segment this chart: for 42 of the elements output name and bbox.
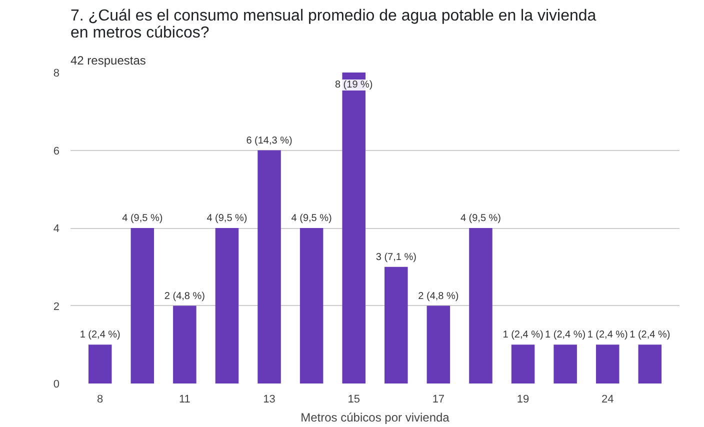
- bar: [384, 266, 408, 384]
- bar: [215, 228, 239, 384]
- y-tick-label: 0: [53, 378, 60, 390]
- bar: [638, 344, 662, 384]
- y-tick-label: 4: [53, 223, 60, 235]
- bar: [426, 306, 450, 384]
- bar: [88, 344, 112, 384]
- data-label: 1 (2,4 %): [80, 330, 120, 341]
- bar: [596, 344, 620, 384]
- x-tick-label: 24: [601, 394, 614, 406]
- data-label: 2 (4,8 %): [418, 290, 459, 302]
- x-tick-label: 15: [348, 394, 360, 406]
- x-tick-label: 19: [516, 394, 530, 406]
- data-label: 8 (19 %): [334, 80, 373, 90]
- data-label: 4 (9,5 %): [122, 213, 163, 224]
- x-axis-title: Metros cúbicos por vivienda: [300, 410, 450, 424]
- data-label: 2 (4,8 %): [164, 290, 205, 302]
- y-tick-label: 8: [53, 68, 60, 80]
- data-label: 1 (2,4 %): [502, 330, 544, 341]
- x-tick-label: 11: [178, 394, 190, 406]
- data-label: 3 (7,1 %): [376, 252, 416, 263]
- y-tick-label: 2: [53, 300, 60, 313]
- bar: [130, 228, 154, 384]
- data-label: 1 (2,4 %): [630, 330, 670, 341]
- x-tick-label: 8: [97, 394, 104, 406]
- x-tick-label: 13: [263, 394, 276, 406]
- y-tick-label: 6: [53, 145, 60, 158]
- bar: [258, 150, 281, 384]
- bar: [554, 344, 577, 384]
- chart-title: 7. ¿Cuál es el consumo mensual promedio de agua potable en la vivienda en metros cúbicos?: [70, 8, 596, 42]
- data-label: 4 (9,5 %): [206, 213, 248, 224]
- bar: [173, 306, 196, 384]
- data-label: 1 (2,4 %): [587, 330, 628, 341]
- data-label: 4 (9,5 %): [291, 213, 332, 224]
- bar: [511, 344, 535, 384]
- bar: [469, 228, 492, 384]
- data-label: 6 (14,3 %): [246, 135, 292, 146]
- chart-subtitle: 42 respuestas: [70, 54, 146, 68]
- data-label: 1 (2,4 %): [545, 330, 586, 341]
- data-label: 4 (9,5 %): [460, 213, 502, 224]
- x-tick-label: 17: [432, 394, 445, 406]
- bar: [300, 228, 324, 384]
